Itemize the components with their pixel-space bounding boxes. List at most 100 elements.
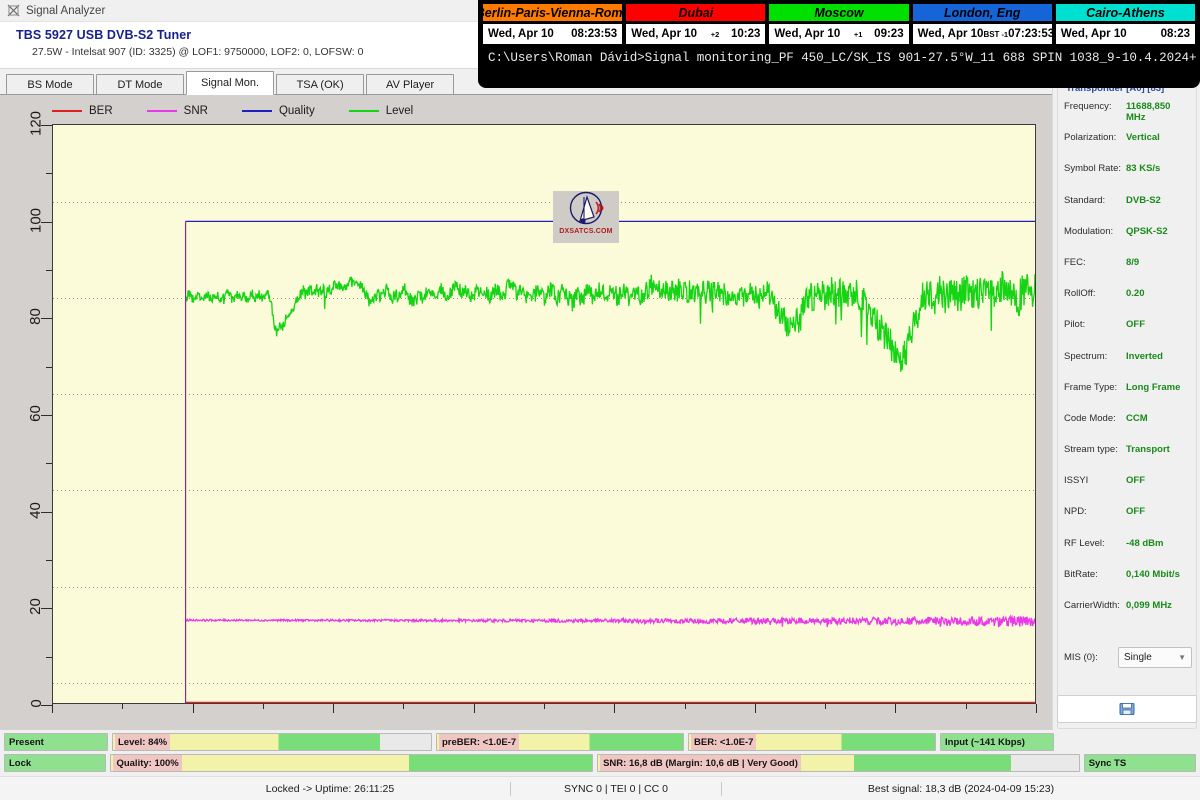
meter-row-2: Lock Quality: 100% SNR: 16,8 dB (Margin: 1… xyxy=(4,754,1197,772)
transponder-row-value: Transport xyxy=(1126,444,1170,456)
transponder-panel-legend: Transponder [A0] [83] xyxy=(1066,83,1165,94)
clock-city-4: London, Eng xyxy=(911,3,1053,22)
tab-label: BS Mode xyxy=(27,78,73,91)
clock-city-label: Cairo-Athens xyxy=(1086,5,1165,20)
clock-city-label: Dubai xyxy=(678,5,714,20)
transponder-row-key: Symbol Rate: xyxy=(1064,163,1122,175)
y-tick-minor xyxy=(46,173,52,175)
meter-fill xyxy=(5,755,106,771)
console-command-line: C:\Users\Roman Dávid>Signal monitoring_P… xyxy=(488,51,1197,65)
transponder-row-value: OFF xyxy=(1126,319,1145,331)
clock-city-2: Dubai xyxy=(625,3,767,22)
clock-time-3: Wed, Apr 10 +1 09:23 xyxy=(768,23,910,45)
transponder-row: FEC: 8/9 xyxy=(1058,257,1198,288)
clock-offset-sup: +2 xyxy=(710,29,720,39)
clock-offset: BST -1 xyxy=(983,30,1008,39)
x-tick-major xyxy=(1036,704,1037,713)
clock-time-value: 10:23 xyxy=(730,28,761,40)
meter-input: Input (~141 Kbps) xyxy=(940,733,1054,751)
tab-signal-mon[interactable]: Signal Mon. xyxy=(186,71,275,95)
transponder-row-value: OFF xyxy=(1126,475,1145,487)
x-tick-major xyxy=(333,704,334,713)
transponder-row: Symbol Rate: 83 KS/s xyxy=(1058,163,1198,194)
tab-av-player[interactable]: AV Player xyxy=(366,74,455,95)
clock-time-1: Wed, Apr 10 08:23:53 xyxy=(482,23,624,45)
meter-label: Input (~141 Kbps) xyxy=(945,736,1025,748)
clock-date: Wed, Apr 10 xyxy=(917,28,984,40)
x-tick-minor xyxy=(122,704,123,709)
save-settings-button[interactable] xyxy=(1057,695,1197,723)
status-bar: Locked -> Uptime: 26:11:25 SYNC 0 | TEI … xyxy=(0,776,1200,800)
y-tick-minor xyxy=(46,656,52,658)
meter-fill xyxy=(941,734,1053,750)
mis-select[interactable]: Single ▼ xyxy=(1118,647,1192,668)
clock-time-value: 08:23 xyxy=(1160,28,1190,40)
transponder-panel: Transponder [A0] [83] Frequency: 11688,85… xyxy=(1057,74,1197,729)
status-uptime: Locked -> Uptime: 26:11:25 xyxy=(265,782,395,795)
y-tick-minor xyxy=(46,366,52,368)
transponder-row: Frame Type: Long Frame xyxy=(1058,382,1198,413)
x-tick-major xyxy=(193,704,194,713)
transponder-row: RF Level: -48 dBm xyxy=(1058,538,1198,569)
x-tick-major xyxy=(755,704,756,713)
clock-offset-sup: -1 xyxy=(1001,29,1009,39)
transponder-row: Code Mode: CCM xyxy=(1058,413,1198,444)
chart-y-axis: 0 20 40 60 80 100 120 xyxy=(0,111,52,708)
y-tick-label: 40 xyxy=(27,501,45,519)
transponder-row-value: QPSK-S2 xyxy=(1126,225,1168,237)
y-tick-major xyxy=(41,125,52,126)
legend-entry-level: Level xyxy=(348,105,414,117)
x-tick-major xyxy=(474,704,475,713)
transponder-row-value: 8/9 xyxy=(1126,256,1140,268)
transponder-row-key: Spectrum: xyxy=(1064,350,1108,362)
clock-tz-name: BST xyxy=(983,29,1000,39)
clock-city-3: Moscow xyxy=(768,3,910,22)
tab-label: Signal Mon. xyxy=(201,77,260,89)
status-best-signal: Best signal: 18,3 dB (2024-04-09 15:23) xyxy=(867,782,1055,795)
y-tick-label: 60 xyxy=(27,405,45,422)
transponder-row-value: 0,099 MHz xyxy=(1126,600,1172,611)
chart-plot xyxy=(52,124,1036,704)
clock-time-value: 09:23 xyxy=(874,28,904,40)
transponder-row: BitRate: 0,140 Mbit/s xyxy=(1058,569,1198,600)
tab-tsa[interactable]: TSA (OK) xyxy=(276,74,365,95)
transponder-row-key: Stream type: xyxy=(1064,444,1118,456)
meter-label: Quality: 100% xyxy=(113,755,182,771)
x-tick-minor xyxy=(966,704,967,709)
x-tick-minor xyxy=(685,704,686,709)
trace-level xyxy=(184,271,1035,372)
meter-sync-ts: Sync TS xyxy=(1083,754,1197,772)
meter-row-1: Present Level: 84% preBER: <1.0E-7 BER: <1.… xyxy=(4,733,1196,751)
signal-analyzer-icon xyxy=(6,4,20,18)
meter-label: BER: <1.0E-7 xyxy=(691,734,757,750)
signal-chart-area: BER SNR Quality Level 0 20 40 60 80 100 120 xyxy=(0,95,1052,730)
transponder-row-key: Frequency: xyxy=(1064,101,1112,112)
transponder-row: Modulation: QPSK-S2 xyxy=(1058,226,1198,257)
y-tick-major xyxy=(41,221,52,223)
legend-swatch-level xyxy=(348,110,379,112)
clock-city-label: Berlin-Paris-Vienna-Roma xyxy=(482,5,624,20)
tab-bs-mode[interactable]: BS Mode xyxy=(6,74,94,95)
y-tick-label: 120 xyxy=(27,110,45,137)
transponder-row: CarrierWidth: 0,099 MHz xyxy=(1058,600,1198,631)
dxsatcs-logo-text: DXSATCS.COM xyxy=(559,228,613,235)
mis-select-value: Single xyxy=(1124,652,1152,663)
meter-fill xyxy=(1084,755,1196,771)
tab-label: DT Mode xyxy=(117,78,163,91)
tab-dt-mode[interactable]: DT Mode xyxy=(96,74,184,95)
transponder-row: Standard: DVB-S2 xyxy=(1058,195,1198,226)
transponder-row: Spectrum: Inverted xyxy=(1058,351,1198,382)
chevron-down-icon: ▼ xyxy=(1178,653,1186,662)
transponder-row-value: 0.20 xyxy=(1126,288,1145,300)
legend-label: Level xyxy=(385,105,414,117)
world-clock-overlay: Berlin-Paris-Vienna-Roma Dubai Moscow Londo… xyxy=(478,0,1200,88)
meter-level: Level: 84% xyxy=(112,733,432,751)
legend-swatch-quality xyxy=(241,110,272,112)
x-tick-minor xyxy=(825,704,826,709)
y-tick-major xyxy=(41,705,52,706)
clock-date: Wed, Apr 10 xyxy=(488,28,554,40)
clock-date: Wed, Apr 10 xyxy=(631,28,698,40)
y-tick-major xyxy=(41,511,52,513)
transponder-row-key: ISSYI xyxy=(1064,475,1089,487)
